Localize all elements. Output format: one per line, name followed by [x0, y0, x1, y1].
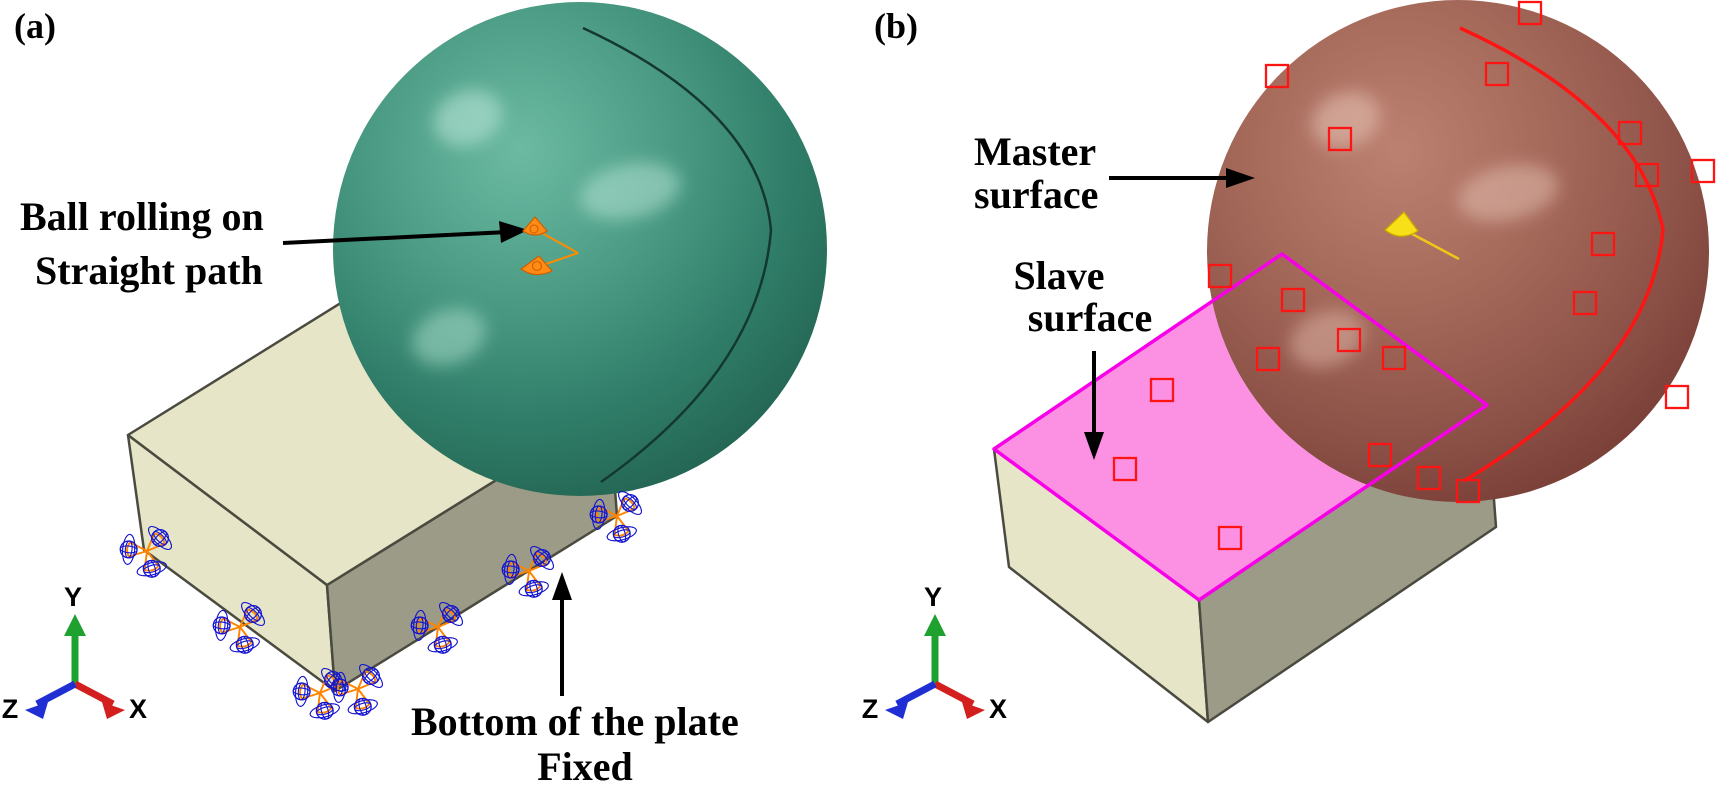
svg-text:Straight path: Straight path — [35, 248, 263, 293]
svg-text:Z: Z — [2, 694, 19, 724]
svg-text:Fixed: Fixed — [537, 744, 633, 788]
svg-text:Ball rolling on: Ball rolling on — [20, 194, 264, 239]
svg-text:Slave: Slave — [1013, 253, 1104, 298]
svg-text:surface: surface — [1028, 295, 1152, 340]
svg-text:X: X — [129, 694, 147, 724]
svg-text:Z: Z — [862, 694, 879, 724]
svg-text:Y: Y — [64, 582, 82, 612]
svg-text:Y: Y — [924, 582, 942, 612]
svg-text:(a): (a) — [14, 6, 56, 46]
svg-text:(b): (b) — [874, 6, 918, 46]
svg-text:Master: Master — [974, 129, 1096, 174]
svg-text:surface: surface — [974, 172, 1098, 217]
svg-text:X: X — [989, 694, 1007, 724]
svg-text:Bottom of the plate: Bottom of the plate — [411, 699, 739, 744]
